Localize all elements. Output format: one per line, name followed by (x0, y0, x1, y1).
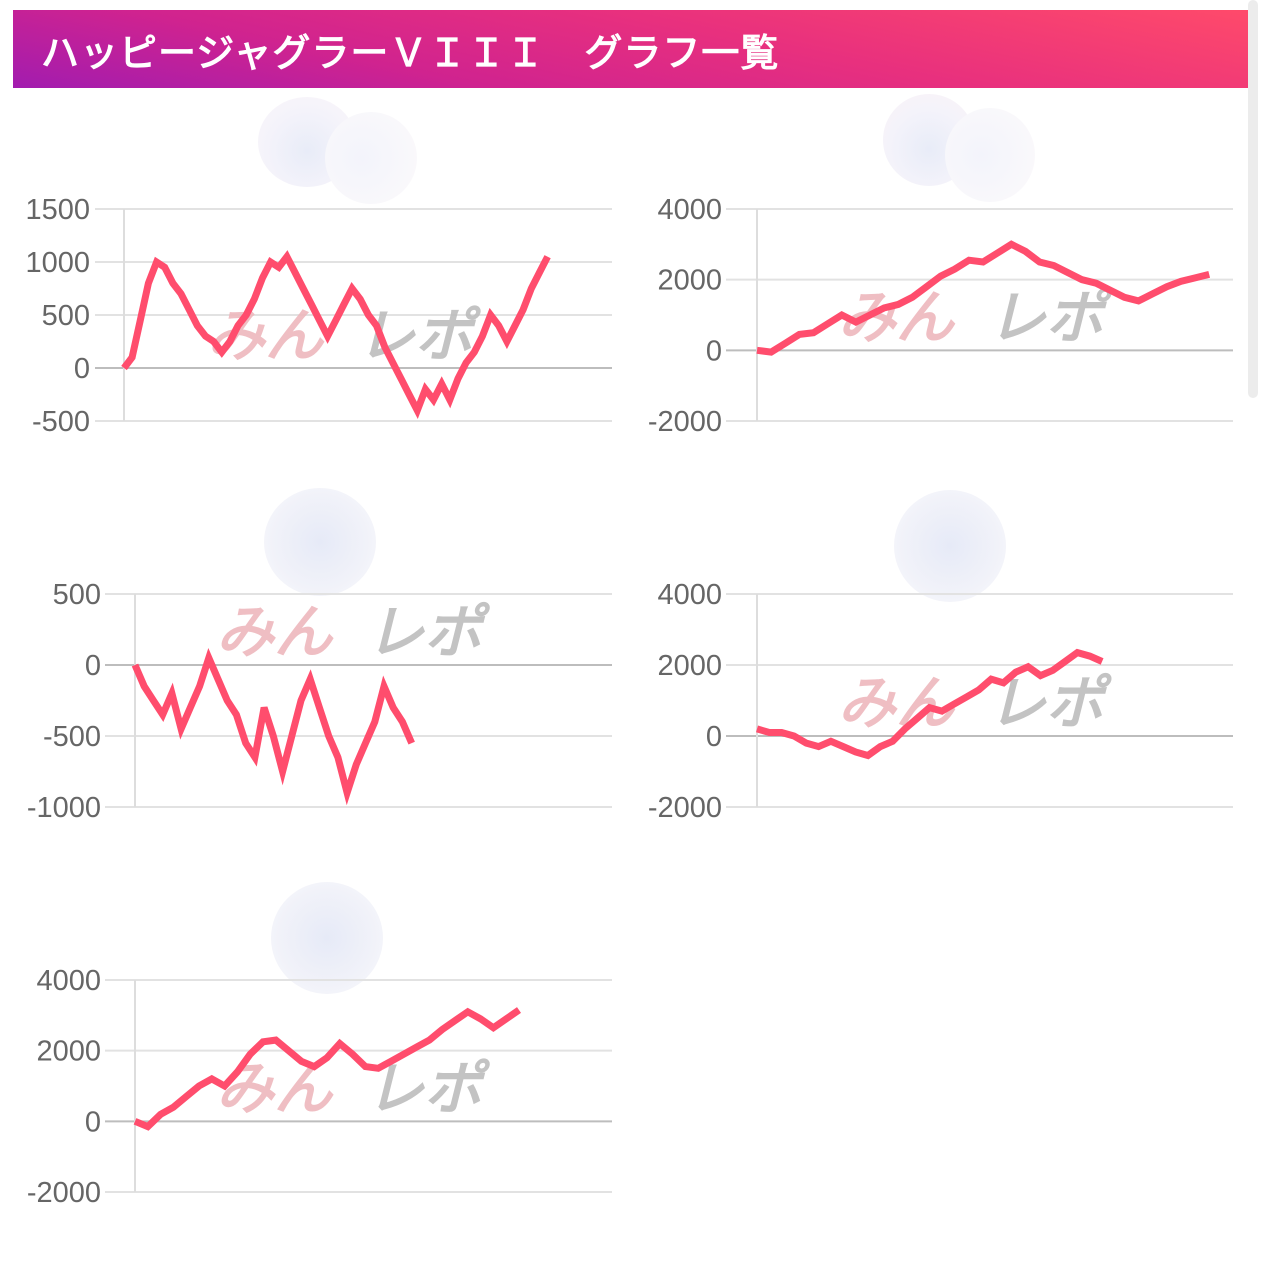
y-tick-label: 0 (74, 353, 90, 385)
watermark-logo: みん (838, 669, 956, 737)
data-line (133, 1007, 521, 1131)
watermark-logo: レポ (366, 598, 491, 666)
data-line (121, 250, 551, 419)
data-line (756, 648, 1104, 760)
page-header: ハッピージャグラーＶＩＩＩ グラフ一覧 (13, 10, 1253, 88)
y-tick-label: -500 (43, 721, 101, 753)
y-tick-label: -2000 (27, 1177, 101, 1209)
y-tick-label: 0 (85, 1106, 101, 1138)
y-tick-label: 1000 (25, 247, 90, 279)
y-tick-label: 2000 (36, 1036, 101, 1068)
y-tick-label: 2000 (657, 265, 722, 297)
data-line (756, 240, 1211, 356)
page-title: ハッピージャグラーＶＩＩＩ グラフ一覧 (41, 30, 780, 75)
scrollbar-thumb[interactable] (1248, 0, 1258, 398)
watermark-logo: レポ (988, 284, 1113, 352)
y-tick-label: 500 (42, 300, 90, 332)
y-tick-label: 4000 (36, 965, 101, 997)
y-tick-label: 4000 (657, 579, 722, 611)
y-tick-label: -2000 (648, 792, 722, 824)
y-tick-label: 1500 (25, 194, 90, 226)
watermark-logo: みん (207, 301, 325, 369)
watermark-logo: みん (216, 598, 334, 666)
y-tick-label: 2000 (657, 650, 722, 682)
y-tick-label: 4000 (657, 194, 722, 226)
y-tick-label: 0 (706, 721, 722, 753)
y-tick-label: 0 (706, 335, 722, 367)
y-tick-label: 0 (85, 650, 101, 682)
y-tick-label: -2000 (648, 406, 722, 438)
y-tick-label: 500 (53, 579, 101, 611)
y-tick-label: -1000 (27, 792, 101, 824)
y-tick-label: -500 (32, 406, 90, 438)
data-line (131, 647, 415, 806)
